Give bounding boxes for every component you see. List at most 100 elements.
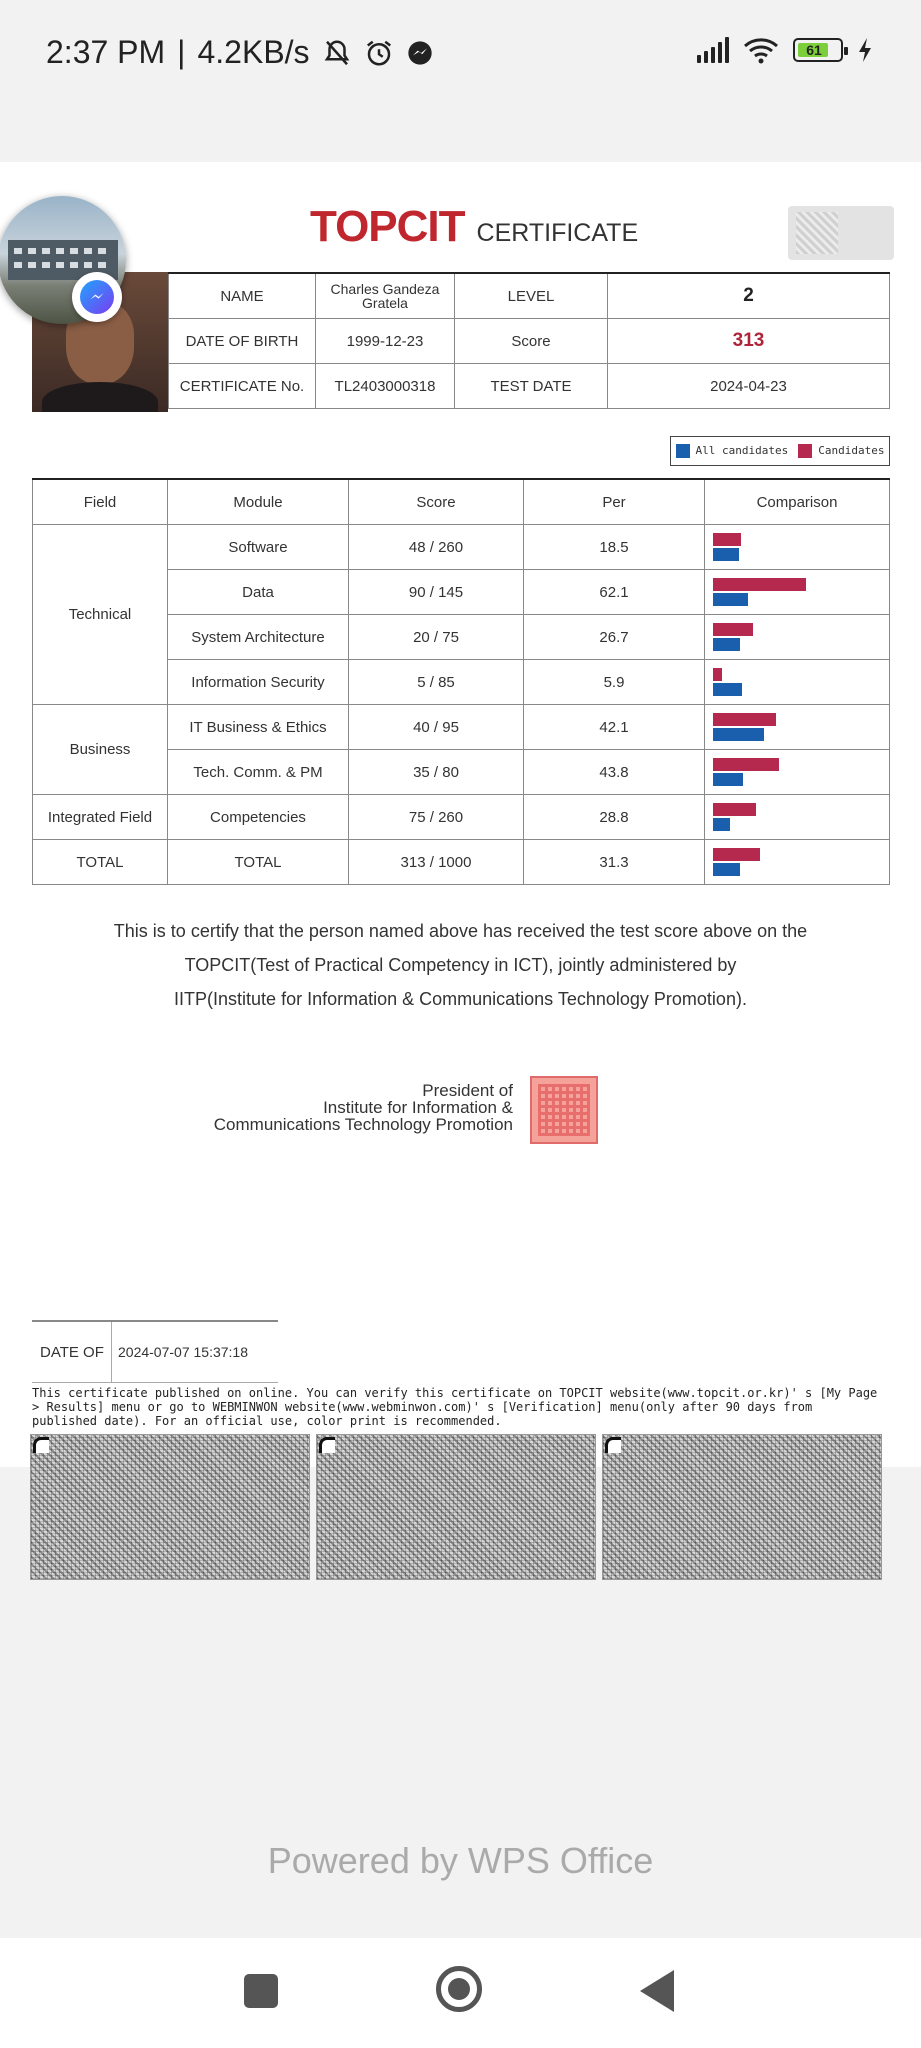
all-candidates-bar: [713, 548, 740, 561]
results-row: TOTAL TOTAL 313 / 1000 31.3: [32, 839, 890, 885]
candidate-bar: [713, 848, 760, 861]
results-row: Information Security 5 / 85 5.9: [33, 659, 890, 705]
topcit-logo: TOPCIT: [310, 202, 466, 251]
wifi-icon: [744, 38, 778, 64]
results-table: Field Module Score Per Comparison Techni…: [32, 478, 890, 885]
comparison-cell: [704, 749, 890, 795]
header-field: Field: [32, 478, 168, 525]
comparison-cell: [704, 569, 890, 615]
legend-all: All candidates: [675, 444, 788, 458]
issue-date-value: 2024-07-07 15:37:18: [118, 1344, 248, 1360]
results-row: Tech. Comm. & PM 35 / 80 43.8: [33, 749, 890, 795]
certification-statement: This is to certify that the person named…: [0, 914, 921, 1016]
level-value: 2: [607, 272, 890, 319]
name-label: NAME: [168, 272, 316, 319]
module-cell: IT Business & Ethics: [167, 704, 349, 750]
info-row: CERTIFICATE No. TL2403000318 TEST DATE 2…: [168, 363, 890, 409]
field-cell: Integrated Field: [32, 794, 168, 840]
battery-level: 61: [806, 42, 822, 58]
per-cell: 62.1: [523, 569, 705, 615]
field-cell: Business: [32, 704, 168, 795]
module-cell: Data: [167, 569, 349, 615]
module-cell: Information Security: [167, 659, 349, 705]
certificate-title: CERTIFICATE: [476, 219, 639, 247]
messenger-icon[interactable]: [72, 272, 122, 322]
status-net-speed: 4.2KB/s: [197, 34, 310, 70]
status-time: 2:37 PM: [46, 34, 166, 70]
alarm-icon: [366, 40, 391, 65]
recents-button[interactable]: [244, 1974, 278, 2008]
cert-line: This is to certify that the person named…: [113, 921, 808, 941]
score-cell: 313 / 1000: [348, 839, 524, 885]
test-date-label: TEST DATE: [454, 363, 608, 409]
candidate-bar: [713, 668, 722, 681]
verification-code: [602, 1434, 882, 1580]
certificate-header: TOPCIT CERTIFICATE: [310, 202, 638, 252]
official-seal: [530, 1076, 598, 1144]
candidate-bar: [713, 533, 741, 546]
legend-cand: Candidates: [798, 444, 884, 458]
dob-value: 1999-12-23: [315, 318, 455, 364]
per-cell: 5.9: [523, 659, 705, 705]
score-cell: 20 / 75: [348, 614, 524, 660]
verification-code: [30, 1434, 310, 1580]
candidate-bar: [713, 803, 757, 816]
info-row: NAME Charles Gandeza Gratela LEVEL 2: [168, 272, 890, 319]
field-cell: TOTAL: [32, 839, 168, 885]
issue-date-label: DATE OF: [32, 1322, 112, 1382]
all-candidates-bar: [713, 818, 730, 831]
comparison-cell: [704, 704, 890, 750]
level-label: LEVEL: [454, 272, 608, 319]
comparison-cell: [704, 524, 890, 570]
legend-cand-label: Candidates: [818, 444, 885, 457]
verification-codes: [30, 1434, 882, 1580]
score-label: Score: [454, 318, 608, 364]
results-header-row: Field Module Score Per Comparison: [32, 478, 890, 525]
candidate-bar: [713, 623, 754, 636]
comparison-cell: [704, 659, 890, 705]
per-cell: 26.7: [523, 614, 705, 660]
back-button[interactable]: [640, 1970, 674, 2012]
all-candidates-bar: [713, 863, 740, 876]
chart-legend: All candidates Candidates: [670, 436, 890, 466]
charging-icon: [859, 38, 871, 62]
president-signature: President of Institute for Information &…: [140, 1082, 513, 1133]
score-cell: 5 / 85: [348, 659, 524, 705]
per-cell: 31.3: [523, 839, 705, 885]
per-cell: 42.1: [523, 704, 705, 750]
all-candidates-bar: [713, 728, 764, 741]
field-cell: Technical: [32, 524, 168, 705]
president-line: Institute for Information &: [323, 1098, 513, 1117]
document-page: TOPCIT CERTIFICATE NAME Charles Gandeza …: [0, 162, 921, 1580]
status-bar: 2:37 PM | 4.2KB/s 61: [0, 0, 921, 110]
all-candidates-bar: [713, 683, 742, 696]
score-cell: 75 / 260: [348, 794, 524, 840]
score-value: 313: [607, 318, 890, 364]
cert-no-label: CERTIFICATE No.: [168, 363, 316, 409]
status-left: 2:37 PM | 4.2KB/s: [46, 34, 434, 71]
header-comparison: Comparison: [704, 478, 890, 525]
name-value: Charles Gandeza Gratela: [315, 272, 455, 319]
info-table: NAME Charles Gandeza Gratela LEVEL 2 DAT…: [168, 272, 890, 409]
candidate-bar: [713, 713, 777, 726]
module-cell: System Architecture: [167, 614, 349, 660]
comparison-cell: [704, 614, 890, 660]
results-row: Technical Software 48 / 260 18.5: [32, 524, 890, 705]
signal-icon: [697, 37, 729, 63]
status-sep: |: [177, 34, 186, 70]
all-candidates-bar: [713, 638, 740, 651]
header-per: Per: [523, 478, 705, 525]
module-cell: Software: [167, 524, 349, 570]
comparison-cell: [704, 794, 890, 840]
candidate-bar: [713, 758, 779, 771]
home-button[interactable]: [436, 1966, 482, 2012]
all-candidates-bar: [713, 593, 748, 606]
president-line: President of: [422, 1081, 513, 1100]
status-right: 61: [697, 36, 873, 64]
per-cell: 43.8: [523, 749, 705, 795]
header-module: Module: [167, 478, 349, 525]
candidate-bar: [713, 578, 807, 591]
per-cell: 28.8: [523, 794, 705, 840]
per-cell: 18.5: [523, 524, 705, 570]
module-cell: TOTAL: [167, 839, 349, 885]
